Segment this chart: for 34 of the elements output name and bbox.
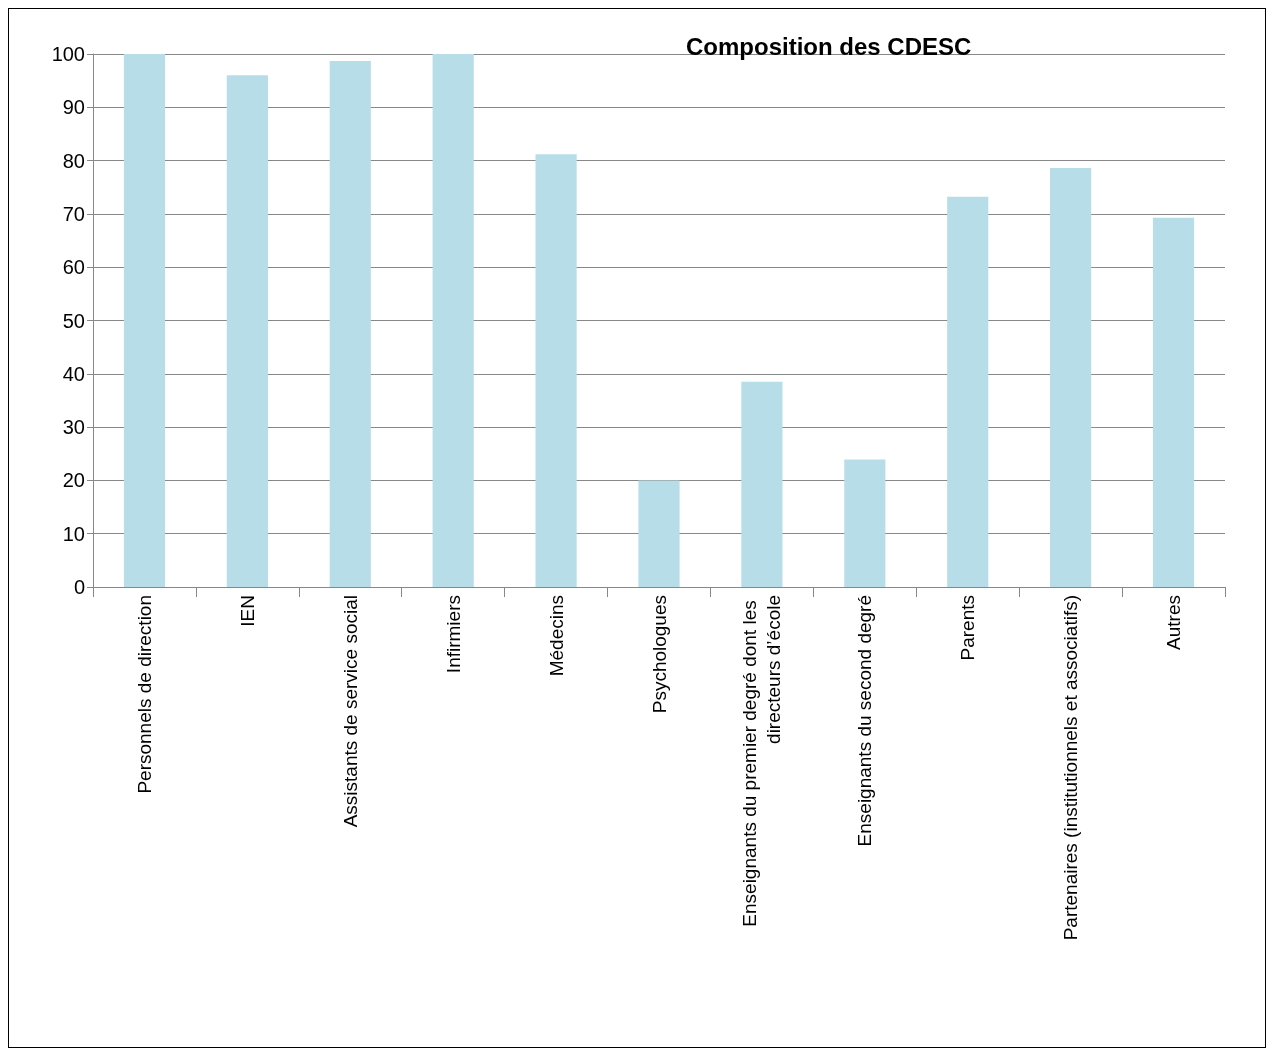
chart-title: Composition des CDESC bbox=[686, 32, 972, 60]
x-tick-label: Partenaires (institutionnels et associatifs) bbox=[1060, 595, 1082, 941]
x-tick-label: Enseignants du premier degré dont les directeurs d’école bbox=[739, 595, 785, 927]
y-tick-label: 60 bbox=[62, 256, 85, 279]
y-tick-label: 50 bbox=[62, 309, 85, 332]
x-tick-label: Personnels de direction bbox=[133, 595, 155, 794]
bar bbox=[1050, 168, 1092, 587]
x-tick-label: IEN bbox=[236, 595, 258, 627]
bar bbox=[535, 154, 577, 587]
x-tick-label: Assistants de service social bbox=[339, 595, 361, 828]
bar bbox=[123, 54, 166, 587]
x-tick-label: Autres bbox=[1163, 595, 1185, 650]
bar bbox=[329, 60, 371, 587]
bar bbox=[1152, 217, 1195, 587]
y-tick-label: 30 bbox=[62, 416, 85, 439]
x-tick-label: Parents bbox=[957, 595, 979, 661]
y-tick-label: 40 bbox=[62, 362, 85, 385]
bar bbox=[947, 196, 989, 587]
bar bbox=[226, 75, 268, 587]
y-tick-label: 70 bbox=[62, 202, 85, 225]
y-tick-label: 90 bbox=[62, 96, 85, 119]
x-tick-label: Enseignants du second degré bbox=[854, 595, 876, 847]
y-tick-label: 10 bbox=[62, 522, 85, 545]
bar bbox=[638, 480, 680, 587]
y-tick-label: 0 bbox=[73, 576, 85, 598]
y-tick-label: 20 bbox=[62, 469, 85, 492]
x-tick-label: Infirmiers bbox=[442, 595, 464, 674]
bar bbox=[432, 54, 474, 587]
x-tick-label: Médecins bbox=[545, 595, 567, 677]
bar bbox=[844, 459, 886, 587]
bar bbox=[741, 381, 783, 587]
x-tick-label: Psychologues bbox=[648, 595, 670, 714]
y-tick-label: 100 bbox=[51, 43, 85, 65]
y-tick-label: 80 bbox=[62, 149, 85, 172]
